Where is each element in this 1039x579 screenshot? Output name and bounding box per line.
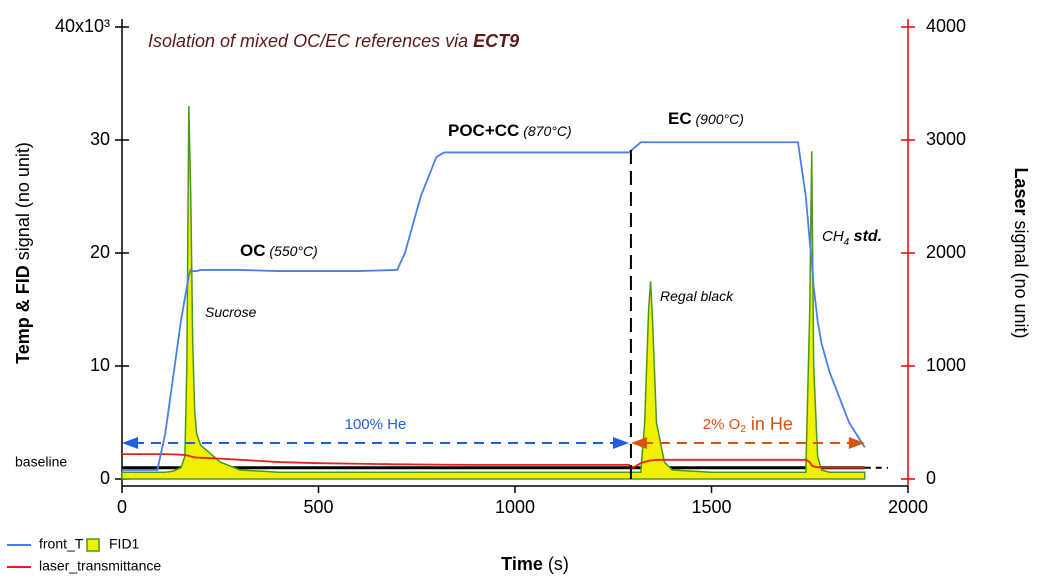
span-label-part: 100% He <box>345 416 407 433</box>
legend-swatch <box>86 538 100 552</box>
y-tick-label: 20 <box>90 242 110 262</box>
annotation-part: Regal black <box>660 288 734 304</box>
annotation-part: 4 <box>844 237 850 248</box>
arrow-head <box>612 437 629 449</box>
annotation-part: Sucrose <box>205 304 257 320</box>
annotation: Sucrose <box>205 304 257 320</box>
y-tick-label: 30 <box>90 129 110 149</box>
x-tick-label: 2000 <box>888 497 928 517</box>
x-tick-label: 500 <box>303 497 333 517</box>
label-part: Laser <box>1011 167 1031 215</box>
label-part: Temp & FID <box>13 265 33 364</box>
chart-title: Isolation of mixed OC/EC references via … <box>148 31 519 51</box>
y2-tick-label: 3000 <box>926 129 966 149</box>
arrow-head <box>122 437 138 449</box>
span-label: 2% O2 in He <box>703 414 793 435</box>
title-part: Isolation of mixed OC/EC references via <box>148 31 473 51</box>
line <box>122 453 865 469</box>
x-axis-label: Time (s) <box>501 554 569 574</box>
span-label-part: 2% O <box>703 416 741 433</box>
annotation: EC (900°C) <box>668 109 744 128</box>
arrow-head <box>848 437 865 449</box>
baseline-label: baseline <box>15 453 67 469</box>
annotation: CH4 std. <box>822 228 882 248</box>
annotation-part: POC+CC <box>448 121 519 140</box>
y2-tick-label: 1000 <box>926 355 966 375</box>
x-tick-label: 0 <box>117 497 127 517</box>
span-label: 100% He <box>345 416 407 433</box>
annotation: POC+CC (870°C) <box>448 121 572 140</box>
y2-axis-label: Laser signal (no unit) <box>1011 167 1031 338</box>
arrow-head <box>630 437 647 449</box>
span-label-part: in He <box>746 414 793 434</box>
annotation-part: (870°C) <box>519 123 571 139</box>
y-tick-label: 40x10³ <box>55 16 110 36</box>
x-tick-label: 1500 <box>691 497 731 517</box>
annotation-part: (900°C) <box>692 111 744 127</box>
x-tick-label: 1000 <box>495 497 535 517</box>
y2-tick-label: 4000 <box>926 16 966 36</box>
legend-label: front_T <box>39 536 84 552</box>
label-part: Time <box>501 554 543 574</box>
label-part: (s) <box>543 554 569 574</box>
y2-tick-label: 2000 <box>926 242 966 262</box>
y-tick-label: 10 <box>90 355 110 375</box>
annotation-part: EC <box>668 109 692 128</box>
annotation-part: std. <box>849 228 882 245</box>
label-part: signal (no unit) <box>13 142 33 265</box>
annotation-part: CH <box>822 228 844 245</box>
area <box>121 106 866 480</box>
annotation-part: (550°C) <box>266 243 318 259</box>
y-tick-label: 0 <box>100 468 110 488</box>
y2-tick-label: 0 <box>926 468 936 488</box>
y-axis-label: Temp & FID signal (no unit) <box>13 142 33 364</box>
annotation: Regal black <box>660 288 734 304</box>
label-part: signal (no unit) <box>1011 215 1031 338</box>
annotation-part: OC <box>240 241 266 260</box>
legend-label: laser_transmittance <box>39 558 161 574</box>
span-label-part: 2 <box>740 424 746 435</box>
annotation: OC (550°C) <box>240 241 318 260</box>
title-part: ECT9 <box>473 31 519 51</box>
line <box>122 141 866 471</box>
legend-label: FID1 <box>109 536 140 552</box>
